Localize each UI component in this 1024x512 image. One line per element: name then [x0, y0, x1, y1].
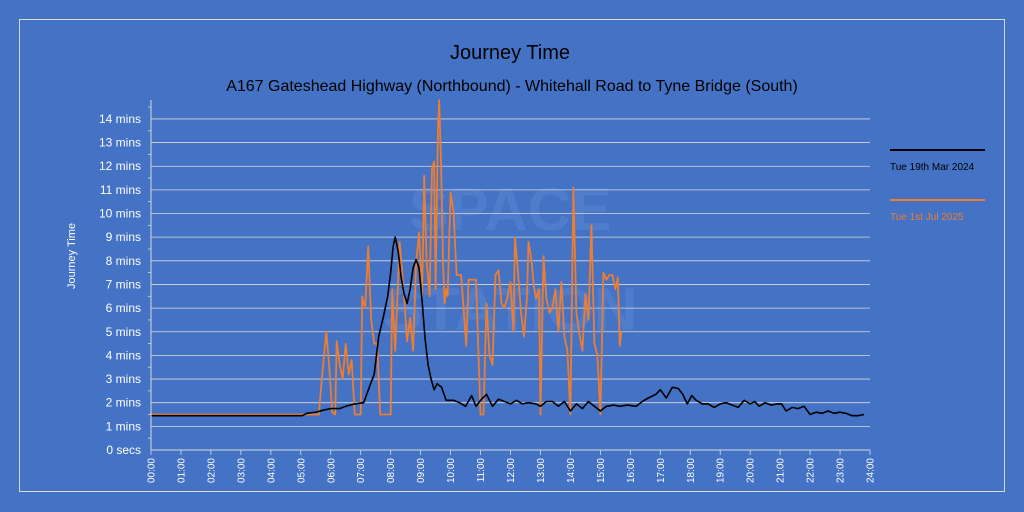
x-tick-label: 08:00: [386, 458, 397, 483]
x-tick-label: 09:00: [416, 458, 427, 483]
y-tick-label: 2 mins: [106, 396, 141, 410]
x-tick-label: 03:00: [236, 458, 247, 483]
y-tick-label: 7 mins: [106, 277, 141, 291]
x-tick-label: 00:00: [147, 458, 158, 483]
x-tick-label: 12:00: [506, 458, 517, 483]
y-tick-label: 9 mins: [106, 230, 141, 244]
x-tick-label: 16:00: [626, 458, 637, 483]
x-tick-label: 18:00: [686, 458, 697, 483]
y-axis-ticks: 0 secs 1 mins 2 mins 3 mins 4 mins 5 mins 6 mi…: [99, 112, 141, 457]
y-tick-label: 13 mins: [99, 136, 141, 150]
x-tick-label: 17:00: [656, 458, 667, 483]
x-tick-label: 22:00: [806, 458, 817, 483]
y-tick-label: 10 mins: [99, 207, 141, 221]
y-tick-label: 12 mins: [99, 159, 141, 173]
watermark-line-1: SPACE: [409, 176, 611, 243]
axes: [148, 100, 871, 455]
x-tick-label: 04:00: [266, 458, 277, 483]
x-tick-label: 20:00: [746, 458, 757, 483]
y-tick-label: 6 mins: [106, 301, 141, 315]
y-tick-label: 3 mins: [106, 372, 141, 386]
x-tick-label: 06:00: [326, 458, 337, 483]
x-axis-ticks: 00:00 01:00 02:00 03:00 04:00 05:00 06:00 07:00…: [147, 458, 877, 483]
y-tick-label: 5 mins: [106, 325, 141, 339]
y-tick-label: 11 mins: [100, 183, 141, 197]
legend-label[interactable]: Tue 19th Mar 2024: [890, 162, 975, 173]
chart-frame: [19, 19, 1005, 492]
y-tick-label: 1 mins: [106, 419, 141, 433]
gridlines: [151, 118, 870, 427]
y-tick-label: 14 mins: [99, 112, 141, 126]
x-tick-label: 01:00: [176, 458, 187, 483]
y-tick-label: 0 secs: [106, 443, 141, 457]
x-tick-label: 24:00: [866, 458, 877, 483]
x-tick-label: 02:00: [206, 458, 217, 483]
y-tick-label: 4 mins: [106, 348, 141, 362]
y-tick-label: 8 mins: [106, 254, 141, 268]
x-tick-label: 11:00: [476, 458, 487, 483]
x-tick-label: 15:00: [596, 458, 607, 483]
x-tick-label: 19:00: [716, 458, 727, 483]
series-lines: [150, 99, 865, 417]
x-tick-label: 21:00: [776, 458, 787, 483]
chart-subtitle: A167 Gateshead Highway (Northbound) - Wh…: [226, 78, 798, 95]
chart-title: Journey Time: [450, 42, 570, 64]
x-tick-label: 23:00: [836, 458, 847, 483]
x-tick-label: 07:00: [356, 458, 367, 483]
x-tick-label: 14:00: [566, 458, 577, 483]
x-tick-label: 13:00: [536, 458, 547, 483]
legend[interactable]: Tue 19th Mar 2024 Tue 1st Jul 2025: [890, 149, 985, 223]
series-line-2: [150, 99, 623, 416]
legend-label[interactable]: Tue 1st Jul 2025: [890, 212, 964, 223]
y-axis-title: Journey Time: [66, 223, 78, 289]
series-line-1: [151, 236, 865, 417]
x-tick-label: 05:00: [296, 458, 307, 483]
x-tick-label: 10:00: [446, 458, 457, 483]
